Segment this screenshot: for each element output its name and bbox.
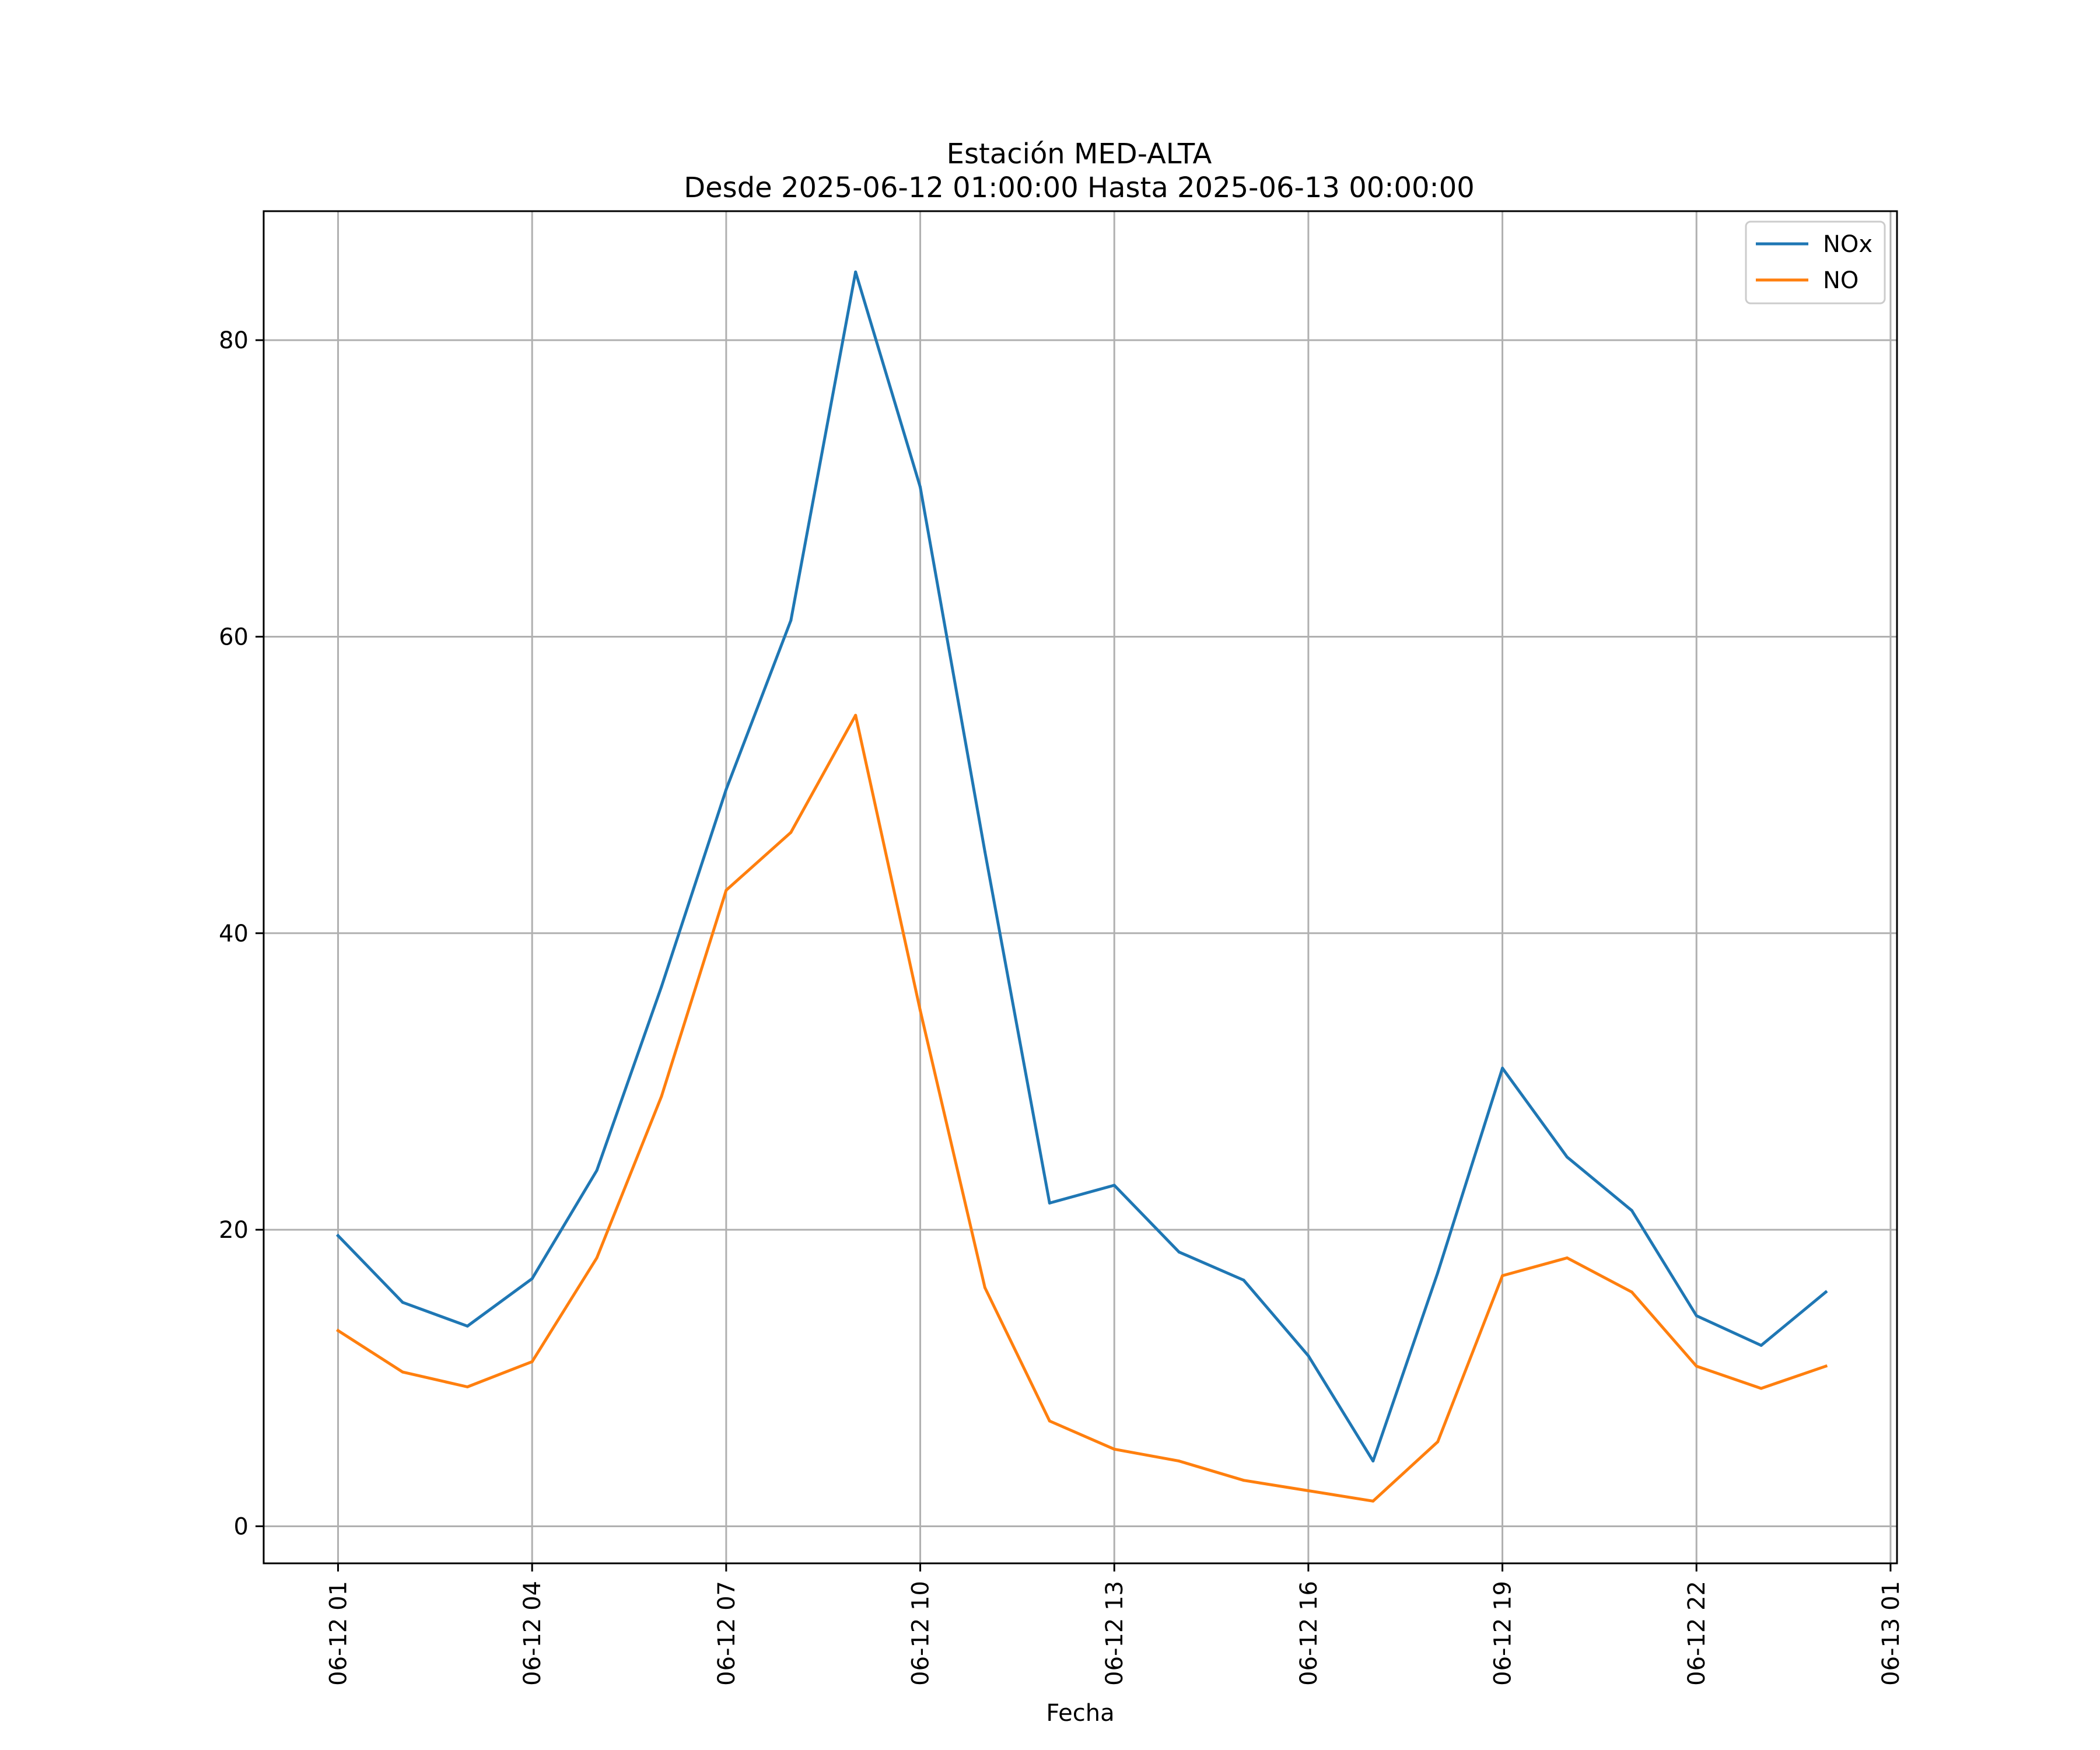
x-tick-label: 06-12 22 bbox=[1684, 1581, 1710, 1686]
data-point-nox bbox=[337, 1234, 340, 1237]
data-point-nox bbox=[1242, 1279, 1245, 1282]
series-lines bbox=[335, 270, 1828, 1503]
data-point-no bbox=[919, 1009, 922, 1012]
y-tick-label: 0 bbox=[234, 1513, 249, 1540]
data-point-no bbox=[724, 888, 728, 892]
data-point-no bbox=[595, 1256, 598, 1259]
x-gridlines bbox=[337, 211, 1892, 1563]
x-tick-label: 06-12 16 bbox=[1296, 1581, 1322, 1686]
data-point-nox bbox=[1566, 1156, 1569, 1159]
x-axis-label: Fecha bbox=[1046, 1700, 1114, 1727]
x-tick-label: 06-12 10 bbox=[908, 1581, 935, 1686]
data-point-no bbox=[1566, 1256, 1569, 1259]
data-point-no bbox=[983, 1286, 986, 1289]
data-point-nox bbox=[1630, 1209, 1633, 1212]
data-point-nox bbox=[1048, 1201, 1051, 1205]
data-point-no bbox=[1307, 1489, 1310, 1492]
data-point-nox bbox=[1112, 1184, 1116, 1187]
data-point-no bbox=[1048, 1419, 1051, 1423]
y-tick-label: 40 bbox=[219, 921, 249, 947]
data-point-no bbox=[1759, 1387, 1763, 1390]
x-tick-label: 06-12 13 bbox=[1101, 1581, 1128, 1686]
legend-label-nox: NOx bbox=[1823, 231, 1873, 258]
data-point-no bbox=[401, 1370, 404, 1374]
series-line-no bbox=[336, 713, 1828, 1503]
y-axis-ticks: 0 20 40 60 80 bbox=[219, 327, 264, 1540]
data-point-no bbox=[337, 1329, 340, 1332]
data-point-no bbox=[1630, 1290, 1633, 1294]
legend-label-no: NO bbox=[1823, 267, 1859, 294]
x-tick-label: 06-12 04 bbox=[519, 1581, 546, 1686]
data-point-nox bbox=[660, 985, 663, 988]
y-tick-label: 80 bbox=[219, 327, 249, 354]
data-point-nox bbox=[1436, 1271, 1440, 1275]
data-point-nox bbox=[1501, 1066, 1504, 1070]
x-tick-label: 06-13 01 bbox=[1878, 1581, 1905, 1686]
x-tick-label: 06-12 01 bbox=[326, 1581, 352, 1686]
data-point-nox bbox=[466, 1324, 469, 1328]
x-tick-label: 06-12 07 bbox=[713, 1581, 740, 1686]
data-point-no bbox=[1501, 1274, 1504, 1278]
data-point-nox bbox=[530, 1277, 534, 1280]
data-point-nox bbox=[401, 1301, 404, 1304]
data-point-nox bbox=[1759, 1343, 1763, 1347]
data-point-no bbox=[1242, 1479, 1245, 1482]
y-gridlines bbox=[264, 339, 1897, 1527]
y-tick-label: 20 bbox=[219, 1217, 249, 1244]
data-point-no bbox=[1112, 1447, 1116, 1451]
data-point-nox bbox=[724, 788, 728, 791]
data-point-nox bbox=[1824, 1290, 1828, 1294]
x-axis-ticks: 06-12 01 06-12 04 06-12 07 06-12 10 06-12 13… bbox=[326, 1563, 1905, 1686]
plot-frame bbox=[262, 210, 1898, 1564]
y-tick-label: 60 bbox=[219, 624, 249, 650]
data-point-no bbox=[530, 1360, 534, 1363]
data-point-nox bbox=[1371, 1460, 1375, 1463]
data-point-no bbox=[854, 713, 858, 717]
data-point-nox bbox=[854, 270, 858, 274]
data-point-no bbox=[1371, 1499, 1375, 1503]
data-point-no bbox=[1824, 1364, 1828, 1368]
data-point-nox bbox=[595, 1169, 598, 1172]
series-line-nox bbox=[335, 270, 1828, 1463]
data-point-nox bbox=[1307, 1354, 1310, 1357]
data-point-no bbox=[660, 1094, 663, 1098]
data-point-nox bbox=[919, 485, 922, 489]
legend-box bbox=[1745, 220, 1886, 304]
x-tick-label: 06-12 19 bbox=[1490, 1581, 1517, 1686]
data-point-no bbox=[1695, 1364, 1698, 1368]
data-point-nox bbox=[1177, 1250, 1181, 1254]
chart-title: Estación MED-ALTA bbox=[947, 138, 1212, 170]
legend: NOx NO bbox=[1745, 220, 1886, 304]
data-point-nox bbox=[789, 619, 793, 622]
data-point-no bbox=[466, 1385, 469, 1388]
data-point-nox bbox=[1695, 1314, 1698, 1317]
data-point-no bbox=[789, 831, 793, 834]
data-point-nox bbox=[983, 850, 986, 853]
data-point-no bbox=[1436, 1440, 1440, 1444]
chart-subtitle: Desde 2025-06-12 01:00:00 Hasta 2025-06-… bbox=[684, 172, 1475, 204]
data-point-no bbox=[1177, 1460, 1181, 1463]
